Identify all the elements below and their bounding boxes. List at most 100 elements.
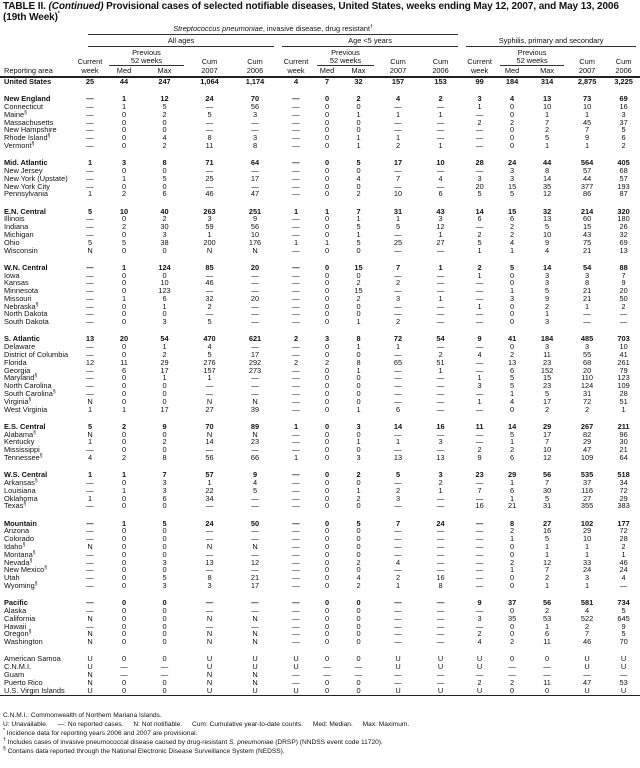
syphilis-med: 2 [510, 557, 515, 567]
syphilis-current-week: — [475, 518, 484, 528]
age-under5-current-week: — [292, 485, 300, 495]
age-under5-cum-2007: — [394, 350, 402, 360]
data-table: Streptococcus pneumoniae, invasive disea… [0, 24, 640, 697]
strep-footnote-marker: † [370, 24, 373, 30]
syphilis-cum-2006: 53 [619, 677, 628, 687]
age-under5-med: 0 [324, 549, 330, 559]
age-under5-current-week: — [292, 94, 300, 104]
age-under5-max: 4 [356, 173, 361, 183]
table-row: Texas§ — 0 0 — — — 0 0 — — 16 21 31 355 383 [0, 502, 640, 510]
age-under5-current-week: — [292, 173, 300, 183]
syphilis-med: 1 [510, 437, 515, 447]
syphilis-max: 3 [545, 317, 550, 327]
syphilis-max: 35 [542, 181, 552, 191]
all-ages-cum-2007: U [187, 686, 232, 697]
reporting-area: Wyoming§ [4, 580, 38, 590]
table-row: New Mexico§ — 0 0 — — — 0 0 — — — 1 7 24 24 [0, 566, 640, 574]
header-reporting-area: Reporting area [0, 66, 74, 78]
age-under5-max: 0 [356, 629, 361, 639]
age-under5-max: 0 [356, 117, 361, 127]
syphilis-med: 2 [510, 637, 515, 647]
reporting-area: Pennsylvania [4, 189, 48, 199]
age-under5-cum-2007: 1 [395, 437, 401, 447]
age-under5-med: 0 [324, 580, 330, 590]
age-under5-med: 0 [324, 485, 330, 495]
table-row: Rhode Island§ — 0 4 8 3 — 0 1 1 — — 0 5 9 6 [0, 134, 640, 142]
all-ages-cum-2006: — [251, 605, 259, 615]
age-under5-max: 2 [356, 189, 361, 199]
reporting-area: Illinois [4, 214, 25, 224]
syphilis-current-week: — [475, 293, 484, 303]
table-row: District of Columbia — 0 2 5 17 — 0 0 — 2 4 2 11 55 41 [0, 351, 640, 359]
syphilis-current-week: 3 [477, 613, 482, 623]
syphilis-cum-2007: 2,875 [577, 77, 597, 86]
legend-item: N: Not notifiable. [133, 721, 183, 728]
all-ages-current-week: — [86, 445, 94, 455]
age-under5-max: 0 [356, 445, 361, 455]
table-row: Wyoming§ — 0 3 3 17 — 0 2 1 8 — 0 1 1 — [0, 580, 640, 590]
header-all-ages: All ages [88, 37, 274, 47]
header-cum: Cum [390, 57, 406, 66]
age-under5-cum-2006: — [436, 342, 445, 352]
syphilis-cum-2007: U [567, 686, 608, 697]
all-ages-max: 6 [162, 189, 167, 199]
all-ages-cum-2006: — [251, 278, 259, 288]
age-under5-cum-2006: U [437, 654, 444, 664]
reporting-area: Oregon§ [4, 629, 32, 639]
syphilis-max: 5 [545, 222, 550, 232]
age-under5-current-week: — [292, 389, 300, 399]
age-under5-cum-2007: — [394, 181, 402, 191]
age-under5-cum-2006: 4 [438, 173, 443, 183]
age-under5-max: 0 [356, 350, 361, 360]
syphilis-current-week: 7 [477, 485, 482, 495]
age-under5-cum-2006: U [419, 686, 463, 697]
age-under5-current-week: — [292, 629, 300, 639]
syphilis-max: 184 [540, 334, 554, 344]
age-under5-med: 0 [324, 396, 330, 406]
syphilis-max: 56 [542, 470, 552, 480]
all-ages-med: 0 [121, 133, 127, 143]
syphilis-med: 1 [510, 493, 515, 503]
age-under5-max: 1 [356, 229, 361, 239]
syphilis-med: 0 [497, 686, 528, 697]
syphilis-current-week: — [475, 549, 484, 559]
age-under5-cum-2006: — [436, 565, 445, 575]
reporting-area: Delaware [4, 342, 36, 352]
reporting-area: West Virginia [4, 404, 48, 414]
reporting-area: Indiana [4, 222, 29, 232]
age-under5-cum-2007: — [394, 165, 402, 175]
all-ages-med: 1 [121, 404, 127, 414]
reporting-area: Hawaii [4, 621, 27, 631]
all-ages-cum-2007: — [205, 534, 214, 544]
syphilis-max: 1 [545, 580, 550, 590]
syphilis-cum-2007: 109 [580, 453, 594, 463]
age-under5-max: 0 [356, 677, 361, 687]
age-under5-max: 1 [356, 214, 361, 224]
table-row: Louisiana — 1 3 22 5 — 0 1 2 1 7 6 30 116 72 [0, 485, 640, 495]
syphilis-max: 31 [542, 501, 552, 511]
reporting-area: United States [4, 77, 52, 86]
age-under5-current-week: — [292, 125, 300, 135]
syphilis-current-week: 3 [477, 381, 482, 391]
syphilis-max: 5 [545, 534, 550, 544]
footnote-marker: § [3, 746, 6, 752]
table-row: Tennessee§ 4 2 8 56 66 1 0 3 13 13 9 6 12 109 64 [0, 454, 640, 462]
age-under5-max: 0 [356, 270, 361, 280]
age-under5-med: 0 [324, 478, 330, 487]
table-row: Virginia§ N 0 0 N N — 0 0 — — 1 4 17 72 51 [0, 396, 640, 406]
syphilis-current-week: — [475, 605, 484, 615]
all-ages-cum-2007: 14 [205, 437, 214, 447]
reporting-area: Wisconsin [4, 245, 38, 255]
age-under5-med: 3 [324, 334, 330, 344]
all-ages-current-week: — [86, 565, 94, 575]
syphilis-cum-2006: 72 [619, 526, 628, 536]
age-under5-med: 0 [324, 189, 330, 199]
age-under5-med: 0 [324, 301, 330, 311]
age-under5-med: 2 [324, 357, 330, 367]
syphilis-cum-2006: 5 [621, 605, 626, 615]
age-under5-med: 0 [324, 381, 330, 391]
syphilis-cum-2007: 47 [582, 677, 592, 687]
reporting-area: Virginia§ [4, 396, 32, 406]
all-ages-max: 8 [162, 158, 167, 168]
age-under5-cum-2006: 6 [438, 189, 443, 199]
